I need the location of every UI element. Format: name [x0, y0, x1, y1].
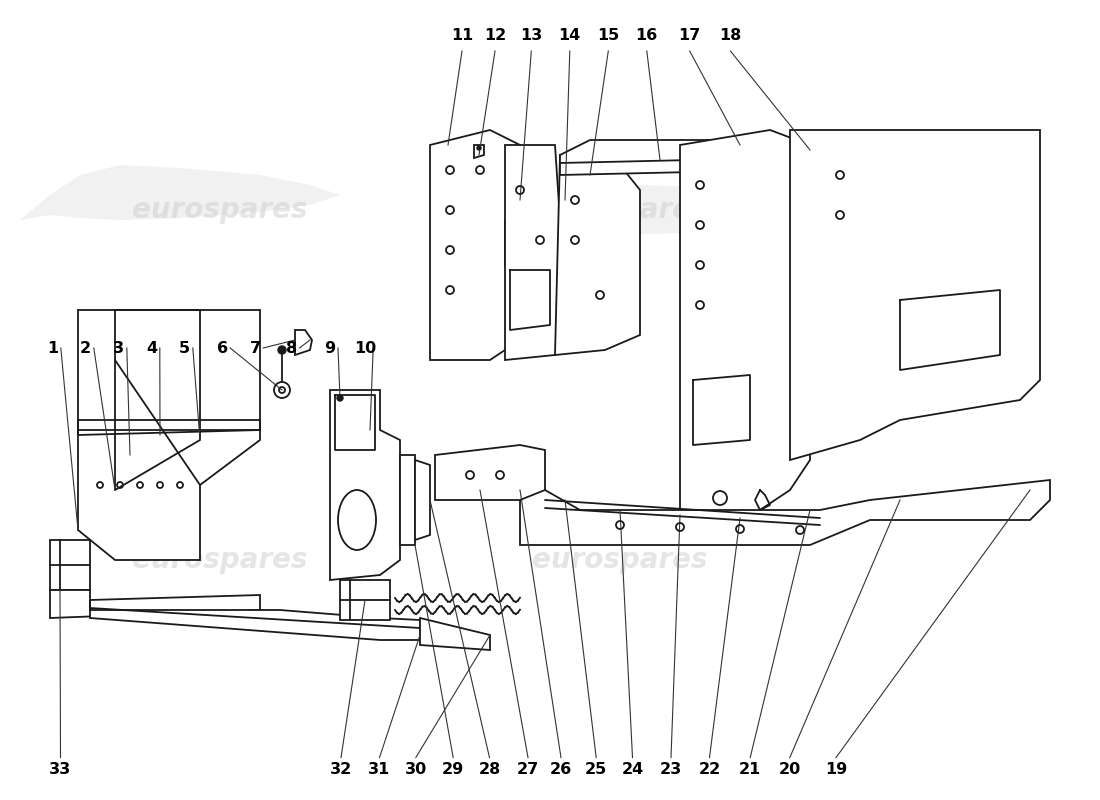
Circle shape [477, 146, 481, 150]
Text: eurospares: eurospares [532, 196, 707, 224]
Text: 33: 33 [50, 762, 72, 777]
Polygon shape [340, 580, 390, 620]
Text: eurospares: eurospares [532, 546, 707, 574]
Text: 30: 30 [405, 762, 427, 777]
Text: 8: 8 [286, 341, 297, 355]
Polygon shape [400, 455, 415, 545]
Polygon shape [434, 445, 544, 500]
Polygon shape [520, 480, 1050, 545]
Text: 16: 16 [636, 29, 658, 43]
Polygon shape [78, 310, 260, 560]
Text: 14: 14 [559, 29, 581, 43]
Text: 11: 11 [451, 29, 473, 43]
Text: 31: 31 [368, 762, 390, 777]
Text: 6: 6 [217, 341, 228, 355]
Polygon shape [505, 145, 580, 360]
Text: 3: 3 [113, 341, 124, 355]
Text: 10: 10 [354, 341, 376, 355]
Polygon shape [560, 140, 780, 175]
Text: 32: 32 [330, 762, 352, 777]
Text: 17: 17 [679, 29, 701, 43]
Polygon shape [790, 130, 1040, 460]
Polygon shape [680, 130, 810, 530]
Text: 21: 21 [739, 762, 761, 777]
Text: 1: 1 [47, 341, 58, 355]
Text: 24: 24 [621, 762, 643, 777]
Text: 9: 9 [324, 341, 336, 355]
Polygon shape [50, 590, 260, 618]
Polygon shape [90, 600, 420, 640]
Polygon shape [474, 145, 484, 158]
Polygon shape [415, 460, 430, 540]
Text: eurospares: eurospares [132, 546, 308, 574]
Text: 26: 26 [550, 762, 572, 777]
Polygon shape [420, 618, 490, 650]
Text: 15: 15 [597, 29, 619, 43]
Text: 23: 23 [660, 762, 682, 777]
Text: 12: 12 [484, 29, 506, 43]
Text: 4: 4 [146, 341, 157, 355]
Text: 2: 2 [80, 341, 91, 355]
Text: 25: 25 [585, 762, 607, 777]
Text: 22: 22 [698, 762, 720, 777]
Circle shape [278, 346, 286, 354]
Circle shape [337, 395, 343, 401]
Polygon shape [556, 155, 640, 355]
Text: 20: 20 [779, 762, 801, 777]
Text: eurospares: eurospares [132, 196, 308, 224]
Text: 13: 13 [520, 29, 542, 43]
Polygon shape [430, 130, 520, 360]
Polygon shape [330, 390, 400, 580]
Text: 27: 27 [517, 762, 539, 777]
Polygon shape [50, 540, 90, 590]
Polygon shape [20, 165, 340, 220]
Text: 18: 18 [719, 29, 741, 43]
Text: 5: 5 [179, 341, 190, 355]
Text: 29: 29 [442, 762, 464, 777]
Polygon shape [520, 185, 920, 234]
Text: 19: 19 [825, 762, 847, 777]
Text: 7: 7 [250, 341, 261, 355]
Text: 28: 28 [478, 762, 500, 777]
Polygon shape [295, 330, 312, 355]
